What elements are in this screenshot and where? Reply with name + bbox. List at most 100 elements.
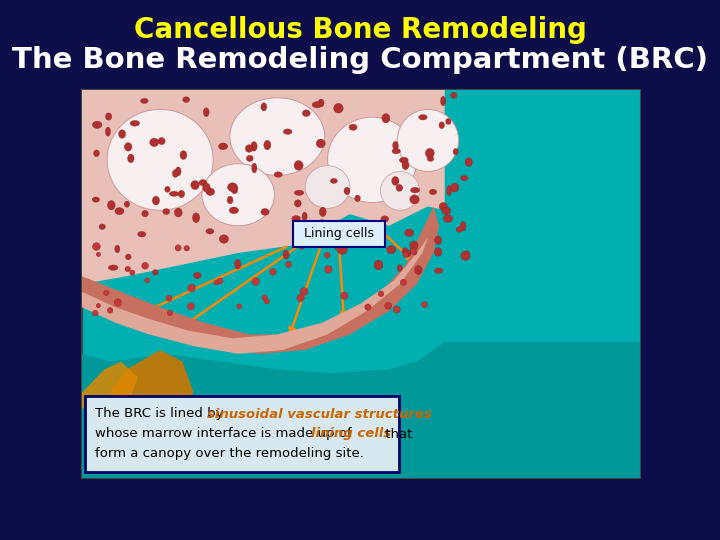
Ellipse shape <box>237 304 242 309</box>
Ellipse shape <box>183 97 189 103</box>
Ellipse shape <box>392 141 398 150</box>
Ellipse shape <box>324 252 330 258</box>
Ellipse shape <box>264 299 269 304</box>
FancyBboxPatch shape <box>85 396 399 472</box>
Ellipse shape <box>415 266 422 275</box>
Ellipse shape <box>99 224 105 230</box>
Ellipse shape <box>456 227 462 232</box>
Ellipse shape <box>180 151 187 159</box>
Ellipse shape <box>114 299 122 306</box>
Ellipse shape <box>167 310 173 316</box>
Polygon shape <box>82 206 439 354</box>
Ellipse shape <box>104 290 109 295</box>
Ellipse shape <box>382 113 390 123</box>
Ellipse shape <box>174 208 182 217</box>
Ellipse shape <box>400 279 407 286</box>
Ellipse shape <box>384 302 392 309</box>
Ellipse shape <box>107 200 115 210</box>
Ellipse shape <box>330 178 338 184</box>
Ellipse shape <box>92 310 98 316</box>
Ellipse shape <box>328 117 417 202</box>
Ellipse shape <box>392 177 399 185</box>
Ellipse shape <box>184 246 189 251</box>
Ellipse shape <box>127 154 134 163</box>
Ellipse shape <box>421 302 428 308</box>
Ellipse shape <box>283 250 289 259</box>
Ellipse shape <box>426 148 434 158</box>
Ellipse shape <box>374 260 383 270</box>
Ellipse shape <box>269 268 276 275</box>
Ellipse shape <box>302 212 307 221</box>
Ellipse shape <box>439 202 447 211</box>
Ellipse shape <box>165 186 170 192</box>
Ellipse shape <box>230 98 325 176</box>
Ellipse shape <box>192 213 199 222</box>
Ellipse shape <box>172 170 179 178</box>
Text: The Bone Remodeling Compartment (BRC): The Bone Remodeling Compartment (BRC) <box>12 46 708 74</box>
Ellipse shape <box>175 167 181 176</box>
Ellipse shape <box>464 251 469 259</box>
Ellipse shape <box>453 148 459 155</box>
Ellipse shape <box>153 196 160 205</box>
Ellipse shape <box>444 215 453 222</box>
Ellipse shape <box>300 287 308 295</box>
Ellipse shape <box>344 187 350 194</box>
Text: whose marrow interface is made up of: whose marrow interface is made up of <box>95 428 356 441</box>
Text: that: that <box>381 428 413 441</box>
Ellipse shape <box>442 207 451 215</box>
Ellipse shape <box>158 138 165 145</box>
Polygon shape <box>99 350 194 431</box>
Ellipse shape <box>405 229 414 237</box>
Ellipse shape <box>403 252 408 258</box>
Bar <box>82 90 640 478</box>
Ellipse shape <box>246 145 253 152</box>
Ellipse shape <box>203 183 210 192</box>
Ellipse shape <box>145 278 150 283</box>
Ellipse shape <box>217 278 223 284</box>
Ellipse shape <box>325 266 332 273</box>
Ellipse shape <box>251 141 257 151</box>
Text: sinusoidal vascular structures: sinusoidal vascular structures <box>207 408 432 421</box>
Ellipse shape <box>206 188 215 195</box>
Ellipse shape <box>115 207 124 215</box>
Ellipse shape <box>125 254 131 260</box>
Ellipse shape <box>335 246 340 251</box>
Ellipse shape <box>175 245 181 251</box>
Ellipse shape <box>96 303 101 308</box>
Ellipse shape <box>206 228 214 234</box>
Ellipse shape <box>191 180 199 190</box>
Ellipse shape <box>96 252 101 256</box>
Ellipse shape <box>333 103 343 113</box>
Ellipse shape <box>105 113 112 120</box>
Ellipse shape <box>187 303 194 310</box>
Ellipse shape <box>294 200 301 207</box>
Ellipse shape <box>429 189 436 195</box>
Ellipse shape <box>334 220 341 230</box>
Ellipse shape <box>446 118 451 125</box>
Ellipse shape <box>410 195 419 204</box>
Ellipse shape <box>286 261 292 267</box>
Ellipse shape <box>319 207 326 217</box>
Ellipse shape <box>410 248 416 254</box>
Ellipse shape <box>125 266 130 272</box>
Ellipse shape <box>313 228 323 238</box>
Ellipse shape <box>392 148 400 154</box>
Ellipse shape <box>214 280 219 285</box>
Ellipse shape <box>460 221 466 231</box>
Ellipse shape <box>274 172 282 177</box>
Ellipse shape <box>465 158 472 166</box>
Ellipse shape <box>163 208 170 214</box>
Ellipse shape <box>296 222 305 227</box>
Ellipse shape <box>231 185 238 194</box>
Ellipse shape <box>378 291 384 296</box>
Ellipse shape <box>179 190 184 198</box>
Ellipse shape <box>434 247 442 256</box>
Ellipse shape <box>261 103 267 111</box>
Polygon shape <box>405 90 640 478</box>
Ellipse shape <box>252 278 259 286</box>
Ellipse shape <box>188 284 195 292</box>
Ellipse shape <box>355 195 360 202</box>
Ellipse shape <box>318 220 326 228</box>
Ellipse shape <box>169 191 179 197</box>
Ellipse shape <box>218 143 228 150</box>
